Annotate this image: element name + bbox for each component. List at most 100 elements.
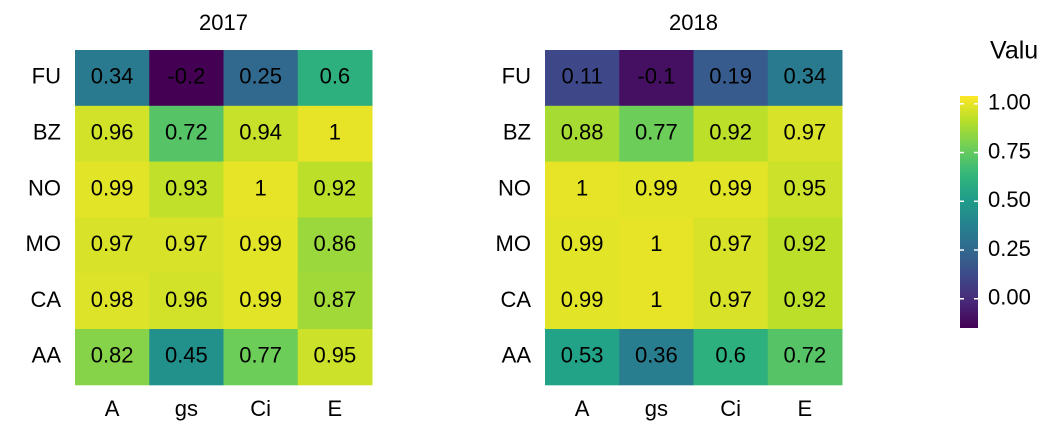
heatmap-cell — [149, 161, 224, 218]
cell-label: 0.97 — [709, 231, 752, 256]
y-tick-label: AA — [502, 343, 532, 368]
cell-label: 0.25 — [239, 64, 282, 89]
cell-label: 1 — [255, 175, 267, 200]
cell-label: 0.99 — [635, 175, 678, 200]
heatmap-cell — [767, 50, 843, 107]
heatmap-cell — [693, 217, 769, 274]
cell-label: 0.99 — [239, 287, 282, 312]
heatmap-cell — [619, 50, 694, 107]
heatmap-cell — [149, 50, 224, 107]
cell-label: 0.92 — [709, 120, 752, 145]
heatmap-cell — [297, 217, 373, 274]
heatmap-cell — [75, 50, 150, 107]
heatmap-cell — [75, 217, 150, 274]
colorbar-title: Value — [990, 37, 1037, 65]
x-tick-label: Ci — [720, 396, 741, 421]
cell-label: 0.19 — [709, 64, 752, 89]
heatmap-cell — [223, 161, 299, 218]
cell-label: 0.98 — [91, 287, 134, 312]
y-tick-label: MO — [26, 231, 61, 256]
heatmap-cell — [297, 273, 373, 330]
cell-label: 0.97 — [165, 231, 208, 256]
heatmap-cell — [767, 217, 843, 274]
cell-label: 1 — [329, 120, 341, 145]
heatmap-cell — [149, 273, 224, 330]
cell-label: 0.93 — [165, 175, 208, 200]
cell-label: 0.77 — [239, 343, 282, 368]
heatmap-cell — [693, 273, 769, 330]
cell-label: 0.95 — [783, 175, 826, 200]
heatmap-cell — [297, 161, 373, 218]
cell-label: 0.96 — [91, 120, 134, 145]
cell-label: 0.86 — [313, 231, 356, 256]
colorbar-tick-label: 0.00 — [988, 285, 1031, 310]
y-tick-label: NO — [498, 175, 531, 200]
y-tick-label: CA — [30, 287, 61, 312]
chart-title: 2017 — [199, 10, 248, 35]
cell-label: 0.6 — [320, 64, 351, 89]
x-tick-label: gs — [645, 396, 668, 421]
heatmap-cell — [767, 161, 843, 218]
heatmap-cell — [693, 50, 769, 107]
cell-label: 0.97 — [91, 231, 134, 256]
heatmap-cell — [223, 50, 299, 107]
cell-label: 0.72 — [783, 343, 826, 368]
colorbar-tick-label: 0.75 — [988, 138, 1031, 163]
heatmap-cell — [767, 273, 843, 330]
heatmap-cell — [545, 273, 620, 330]
chart-title: 2018 — [669, 10, 718, 35]
cell-label: 0.82 — [91, 343, 134, 368]
cell-label: 0.45 — [165, 343, 208, 368]
heatmap-cell — [619, 105, 694, 163]
heatmap-cell — [223, 329, 299, 386]
heatmap-cell — [693, 161, 769, 218]
heatmap-cell — [545, 105, 620, 163]
colorbar-tick-label: 0.50 — [988, 187, 1031, 212]
y-tick-label: FU — [32, 64, 61, 89]
heatmap-cell — [545, 217, 620, 274]
cell-label: 1 — [576, 175, 588, 200]
x-tick-label: A — [575, 396, 590, 421]
cell-label: 0.36 — [635, 343, 678, 368]
cell-label: 0.72 — [165, 120, 208, 145]
heatmap-cell — [223, 217, 299, 274]
heatmap-cell — [75, 329, 150, 386]
heatmap-cell — [619, 273, 694, 330]
heatmap-cell — [297, 329, 373, 386]
y-tick-label: AA — [32, 343, 62, 368]
heatmap-cell — [693, 329, 769, 386]
cell-label: 0.94 — [239, 120, 282, 145]
cell-label: 0.97 — [783, 120, 826, 145]
cell-label: 0.53 — [561, 343, 604, 368]
cell-label: 0.11 — [562, 64, 603, 89]
cell-label: 0.92 — [783, 287, 826, 312]
x-tick-label: E — [328, 396, 343, 421]
heatmap-cell — [297, 50, 373, 107]
heatmap-cell — [297, 105, 373, 163]
cell-label: 0.92 — [783, 231, 826, 256]
heatmap-cell — [75, 273, 150, 330]
y-tick-label: FU — [502, 64, 531, 89]
cell-label: -0.1 — [637, 64, 675, 89]
heatmap-cell — [545, 50, 620, 107]
cell-label: 0.77 — [635, 120, 678, 145]
cell-label: 1 — [650, 287, 662, 312]
heatmap-cell — [149, 105, 224, 163]
cell-label: 0.92 — [313, 175, 356, 200]
x-tick-label: Ci — [250, 396, 271, 421]
y-tick-label: CA — [500, 287, 531, 312]
x-tick-label: E — [798, 396, 813, 421]
heatmap-cell — [75, 161, 150, 218]
y-tick-label: MO — [496, 231, 531, 256]
cell-label: 0.87 — [313, 287, 356, 312]
heatmap-cell — [75, 105, 150, 163]
cell-label: 0.99 — [91, 175, 134, 200]
colorbar-tick-label: 0.25 — [988, 236, 1031, 261]
heatmap-cell — [545, 329, 620, 386]
cell-label: 0.6 — [715, 343, 746, 368]
heatmap-cell — [619, 329, 694, 386]
x-tick-label: gs — [175, 396, 198, 421]
heatmap-cell — [149, 329, 224, 386]
heatmap-cell — [149, 217, 224, 274]
